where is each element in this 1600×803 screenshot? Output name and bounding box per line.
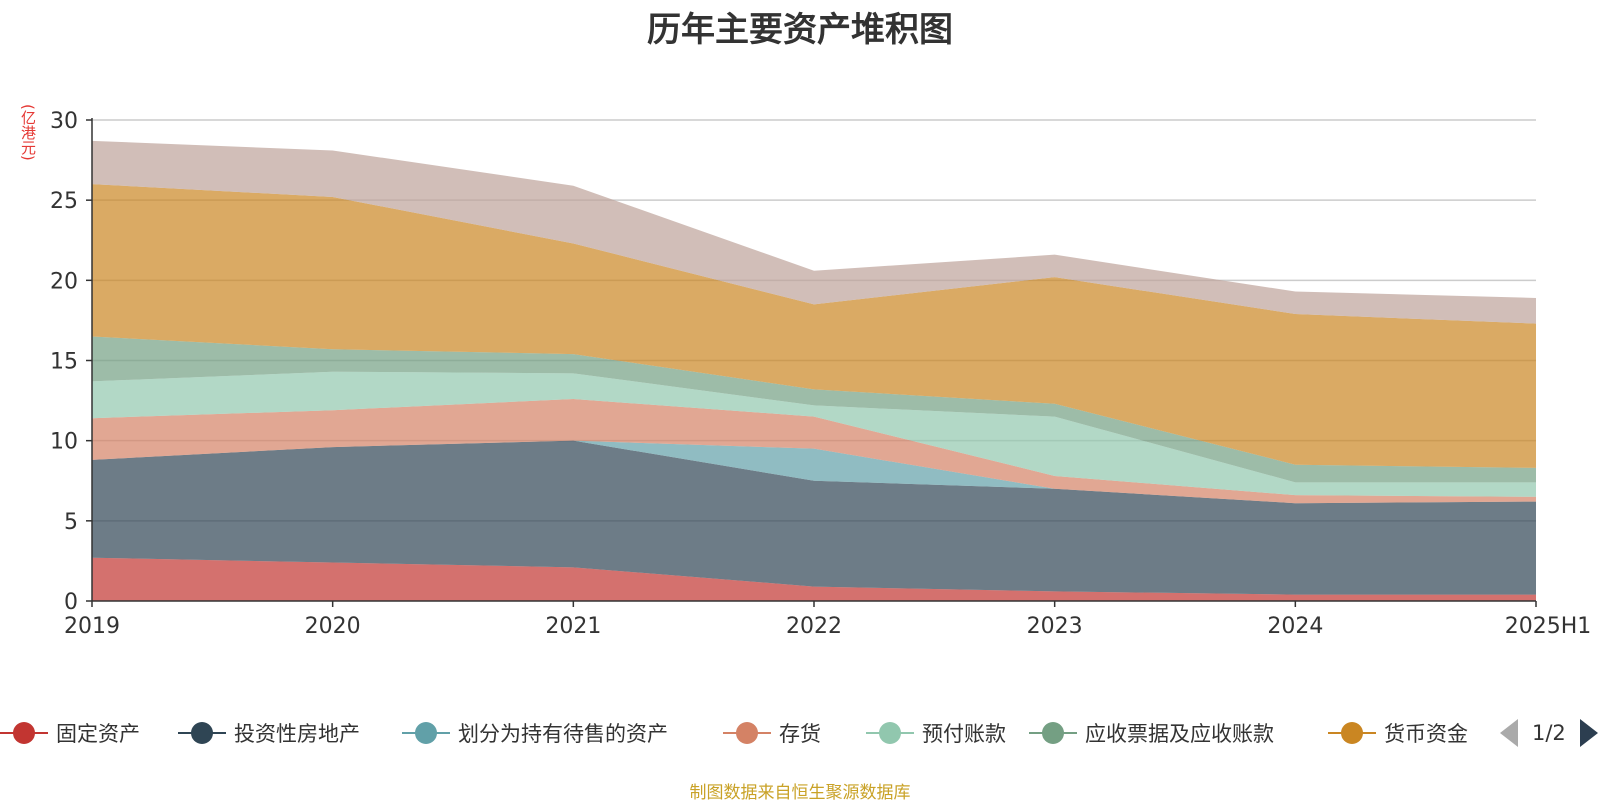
legend-item[interactable]: 划分为持有待售的资产 xyxy=(402,713,668,753)
series-area-6 xyxy=(92,184,1536,468)
series-area-5 xyxy=(92,336,1536,483)
series-area-0 xyxy=(92,557,1536,601)
legend-marker-icon xyxy=(723,721,771,745)
legend-label: 存货 xyxy=(779,722,821,746)
stacked-area-chart: 0 5 10 15 20 25 30 2019 2020 2021 2022 2023 2024 2025… xyxy=(50,109,1592,639)
series-area-4 xyxy=(92,371,1536,497)
series-area-2 xyxy=(92,440,1536,504)
legend-label: 货币资金 xyxy=(1384,722,1468,746)
legend-marker-icon xyxy=(1328,721,1376,745)
legend-marker-icon xyxy=(1029,721,1077,745)
x-tick-label: 2025H1 xyxy=(1505,614,1592,639)
y-tick-label: 20 xyxy=(50,269,78,294)
x-tick-label: 2022 xyxy=(786,614,842,639)
y-axis-unit-label: (亿港元) xyxy=(19,104,37,161)
legend-next-page-icon[interactable] xyxy=(1579,719,1598,747)
legend-item[interactable]: 应收票据及应收账款 xyxy=(1029,713,1274,753)
data-source-note: 制图数据来自恒生聚源数据库 xyxy=(689,783,911,803)
legend-item[interactable]: 投资性房地产 xyxy=(178,713,360,753)
legend-marker-icon xyxy=(402,721,450,745)
legend-item[interactable]: 存货 xyxy=(723,713,821,753)
y-tick-label: 15 xyxy=(50,350,78,375)
y-tick-label: 0 xyxy=(64,590,78,615)
x-tick-label: 2021 xyxy=(545,614,601,639)
legend-marker-icon xyxy=(178,721,226,745)
y-tick-label: 25 xyxy=(50,189,78,214)
legend-label: 预付账款 xyxy=(922,722,1006,746)
x-tick-label: 2023 xyxy=(1027,614,1083,639)
legend-marker-icon xyxy=(866,721,914,745)
legend-item[interactable]: 预付账款 xyxy=(866,713,1006,753)
legend-item[interactable]: 固定资产 xyxy=(0,713,140,753)
x-tick-label: 2019 xyxy=(64,614,120,639)
series-area-7 xyxy=(92,140,1536,324)
legend-item[interactable]: 货币资金 xyxy=(1328,713,1468,753)
legend-marker-icon xyxy=(0,721,48,745)
legend-prev-page-icon[interactable] xyxy=(1500,719,1518,747)
legend-label: 投资性房地产 xyxy=(234,722,360,746)
y-tick-label: 30 xyxy=(50,109,78,134)
legend-label: 划分为持有待售的资产 xyxy=(458,722,668,746)
series-area-3 xyxy=(92,398,1536,504)
y-tick-label: 10 xyxy=(50,430,78,455)
series-area-1 xyxy=(92,440,1536,595)
x-tick-label: 2024 xyxy=(1267,614,1323,639)
legend-page-indicator: 1/2 xyxy=(1532,721,1566,745)
legend-pager: 1/2 xyxy=(1500,713,1598,753)
legend-label: 固定资产 xyxy=(56,722,140,746)
chart-title: 历年主要资产堆积图 xyxy=(647,10,953,50)
y-tick-label: 5 xyxy=(64,510,78,535)
x-tick-label: 2020 xyxy=(305,614,361,639)
legend-label: 应收票据及应收账款 xyxy=(1085,722,1274,746)
